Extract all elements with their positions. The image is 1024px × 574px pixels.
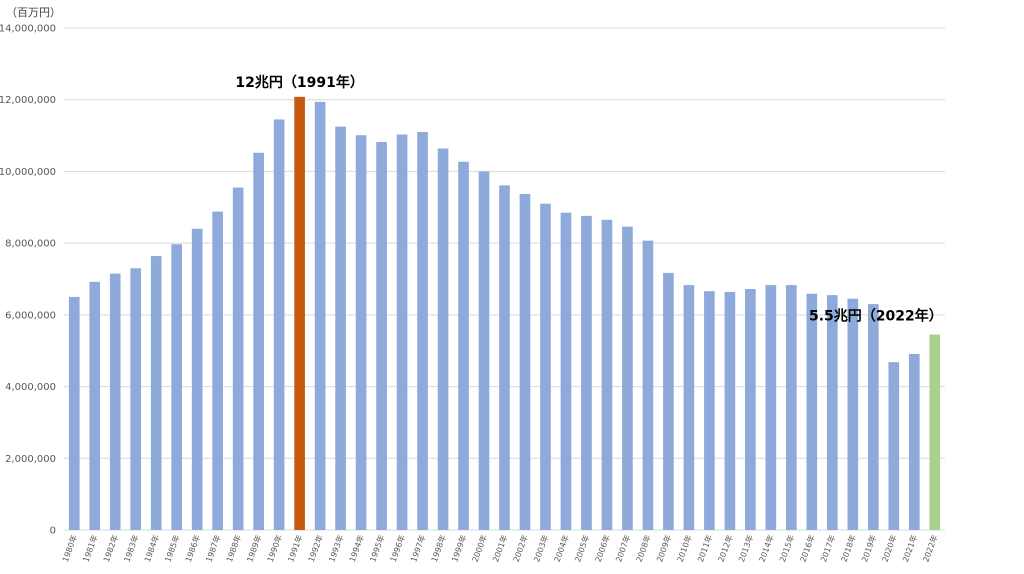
x-tick-label: 1993年 (326, 533, 345, 563)
peak-annotation: 12兆円（1991年） (235, 74, 363, 91)
bar (478, 171, 490, 530)
bar (499, 185, 510, 531)
x-tick-label: 2016年 (798, 533, 817, 563)
bar (745, 289, 756, 530)
x-tick-label: 2007年 (613, 533, 632, 563)
x-tick-label: 1982年 (101, 533, 120, 563)
x-tick-label: 1999年 (449, 533, 468, 563)
x-tick-label: 1984年 (142, 533, 161, 563)
bar (826, 295, 838, 530)
bar (704, 291, 715, 530)
y-tick-label: 14,000,000 (0, 24, 56, 35)
x-tick-label: 1997年 (408, 533, 427, 563)
x-tick-label: 1983年 (121, 533, 140, 563)
x-tick-label: 1994年 (347, 533, 366, 563)
bar (847, 298, 859, 530)
x-tick-label: 2015年 (777, 533, 796, 563)
bar (806, 293, 818, 530)
x-tick-label: 2003年 (531, 533, 550, 563)
x-tick-label: 2010年 (675, 533, 694, 563)
bar (437, 148, 449, 531)
x-tick-label: 1980年 (60, 533, 79, 563)
y-axis-unit-label: （百万円） (6, 6, 61, 19)
y-tick-label: 8,000,000 (5, 239, 56, 250)
bar (376, 142, 387, 531)
bar (253, 152, 264, 531)
bar (130, 268, 142, 530)
x-tick-label: 1990年 (265, 533, 284, 563)
bar (191, 228, 203, 531)
x-tick-label: 2017年 (818, 533, 837, 563)
bar (724, 291, 736, 530)
x-tick-label: 1995年 (367, 533, 386, 563)
bar (581, 215, 592, 531)
bar (540, 203, 551, 530)
x-tick-label: 2018年 (839, 533, 858, 563)
bar (171, 244, 183, 530)
x-tick-label: 2004年 (552, 533, 571, 563)
y-tick-label: 0 (50, 526, 56, 537)
x-tick-label: 1987年 (203, 533, 222, 563)
x-tick-label: 2005年 (572, 533, 591, 563)
x-tick-label: 2001年 (490, 533, 509, 563)
bar (417, 131, 428, 530)
bar (519, 194, 531, 531)
y-tick-label: 12,000,000 (0, 95, 56, 106)
bar (601, 219, 613, 531)
bar (908, 353, 920, 530)
bar (560, 212, 572, 530)
y-tick-label: 10,000,000 (0, 167, 56, 178)
bar (765, 285, 777, 530)
y-tick-label: 2,000,000 (5, 454, 56, 465)
bar (396, 134, 408, 530)
bar (929, 334, 941, 530)
bar (335, 126, 346, 530)
bar (663, 272, 674, 530)
x-tick-label: 1998年 (429, 533, 448, 563)
bar (68, 296, 80, 530)
x-tick-label: 2022年 (921, 533, 940, 563)
x-tick-label: 2012年 (716, 533, 735, 563)
bar (888, 362, 900, 530)
x-tick-label: 2006年 (593, 533, 612, 563)
x-tick-label: 1992年 (306, 533, 325, 563)
bar (273, 119, 285, 530)
x-tick-label: 1991年 (285, 533, 304, 563)
bar (683, 285, 695, 530)
x-tick-label: 2013年 (736, 533, 755, 563)
bar (232, 187, 244, 531)
bar (109, 273, 121, 530)
x-tick-label: 1985年 (162, 533, 181, 563)
x-tick-label: 2000年 (470, 533, 489, 563)
bar (212, 211, 223, 531)
x-tick-label: 2014年 (757, 533, 776, 563)
x-tick-label: 1996年 (388, 533, 407, 563)
x-tick-label: 2020年 (880, 533, 899, 563)
bar (355, 135, 367, 530)
bar (294, 96, 305, 531)
latest-annotation: 5.5兆円（2022年） (809, 308, 943, 325)
y-tick-label: 6,000,000 (5, 310, 56, 321)
x-tick-label: 1981年 (81, 533, 100, 563)
bar (150, 256, 162, 530)
bar (867, 304, 879, 530)
bar (458, 161, 469, 531)
y-tick-label: 4,000,000 (5, 382, 56, 393)
x-tick-label: 2002年 (511, 533, 530, 563)
bar (314, 101, 326, 530)
x-tick-label: 1986年 (183, 533, 202, 563)
x-tick-label: 1989年 (244, 533, 263, 563)
bar (622, 226, 633, 531)
x-tick-label: 2019年 (859, 533, 878, 563)
bar (786, 285, 797, 530)
x-tick-label: 2008年 (634, 533, 653, 563)
x-tick-label: 1988年 (224, 533, 243, 563)
bar (642, 240, 654, 530)
x-tick-label: 2011年 (695, 533, 714, 563)
x-tick-label: 2021年 (900, 533, 919, 563)
bar (89, 281, 101, 530)
x-tick-label: 2009年 (654, 533, 673, 563)
